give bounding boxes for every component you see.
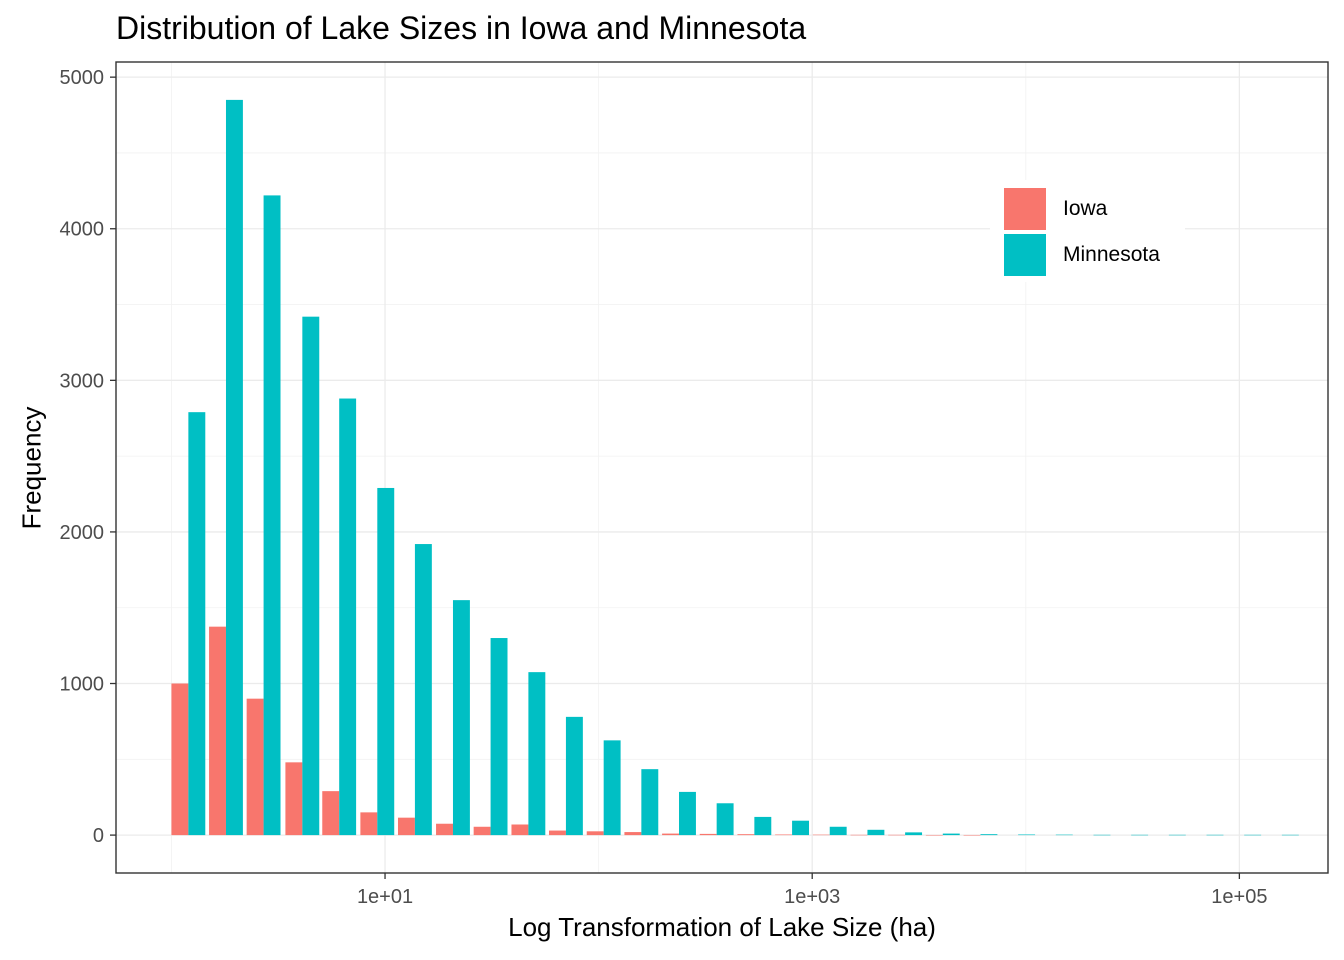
bar-iowa	[737, 834, 755, 836]
bar-iowa	[963, 834, 981, 836]
x-axis-title: Log Transformation of Lake Size (ha)	[508, 912, 936, 942]
panel-border	[115, 61, 1329, 874]
bar-iowa	[624, 832, 642, 836]
bar-iowa	[925, 834, 943, 836]
bar-minnesota	[1131, 834, 1149, 836]
bar-minnesota	[1206, 834, 1224, 836]
bar-minnesota	[603, 740, 621, 836]
bar-iowa	[586, 831, 604, 836]
bar-iowa	[850, 834, 868, 836]
legend-label-minnesota: Minnesota	[1063, 243, 1160, 266]
y-tick-label: 5000	[60, 67, 105, 89]
bar-minnesota	[414, 544, 432, 836]
bar-iowa	[511, 824, 529, 836]
bar-minnesota	[490, 638, 508, 836]
bar-minnesota	[679, 791, 696, 836]
bar-iowa	[775, 834, 793, 836]
y-axis: 0 1000 2000 3000 4000 5000	[60, 67, 116, 847]
bar-iowa	[549, 830, 566, 836]
x-tick-label: 1e+03	[784, 886, 840, 908]
bars	[171, 99, 1299, 836]
legend-key-minnesota	[1004, 234, 1046, 276]
bar-minnesota	[829, 826, 847, 836]
legend-item-minnesota: Minnesota	[1004, 233, 1160, 277]
bar-minnesota	[1168, 834, 1186, 836]
bar-iowa	[888, 834, 906, 836]
bar-minnesota	[302, 316, 320, 836]
x-tick-label: 1e+05	[1211, 886, 1267, 908]
legend-key-iowa	[1004, 188, 1046, 230]
bar-minnesota	[452, 600, 470, 836]
x-axis: 1e+01 1e+03 1e+05	[357, 873, 1267, 908]
legend-label-iowa: Iowa	[1063, 197, 1108, 220]
bar-iowa	[209, 626, 226, 836]
bar-minnesota	[377, 487, 395, 836]
legend: Iowa Minnesota	[990, 180, 1185, 282]
bar-minnesota	[188, 412, 206, 836]
bar-minnesota	[528, 672, 546, 836]
bar-iowa	[360, 812, 378, 836]
bar-iowa	[322, 791, 340, 836]
bar-minnesota	[792, 820, 810, 836]
y-tick-label: 1000	[60, 674, 105, 696]
bar-minnesota	[1055, 834, 1073, 836]
bar-iowa	[473, 826, 491, 836]
bar-minnesota	[263, 195, 281, 836]
legend-item-iowa: Iowa	[1004, 187, 1107, 231]
x-tick-label: 1e+01	[357, 886, 413, 908]
bar-minnesota	[1281, 834, 1299, 836]
bar-minnesota	[1093, 834, 1111, 836]
bar-minnesota	[339, 398, 357, 836]
bar-minnesota	[980, 834, 998, 836]
bar-minnesota	[1018, 834, 1036, 836]
bar-minnesota	[565, 716, 583, 836]
bar-iowa	[436, 823, 453, 836]
bar-iowa	[171, 683, 189, 836]
bar-minnesota	[754, 816, 772, 836]
bar-minnesota	[641, 769, 659, 836]
y-tick-label: 3000	[60, 370, 105, 392]
bar-iowa	[812, 834, 830, 836]
bar-minnesota	[905, 832, 923, 836]
bar-iowa	[397, 817, 415, 836]
bar-minnesota	[867, 829, 885, 836]
y-tick-label: 2000	[60, 522, 105, 544]
y-tick-label: 0	[93, 825, 104, 847]
bar-iowa	[246, 698, 264, 836]
bar-iowa	[285, 762, 303, 836]
bar-minnesota	[1244, 834, 1262, 836]
bar-minnesota	[942, 833, 960, 836]
bar-minnesota	[225, 99, 243, 836]
bar-minnesota	[716, 803, 734, 836]
y-axis-title: Frequency	[16, 406, 47, 530]
bar-iowa	[662, 833, 680, 836]
chart-title: Distribution of Lake Sizes in Iowa and M…	[116, 10, 807, 46]
bar-iowa	[699, 833, 717, 836]
y-tick-label: 4000	[60, 219, 105, 241]
